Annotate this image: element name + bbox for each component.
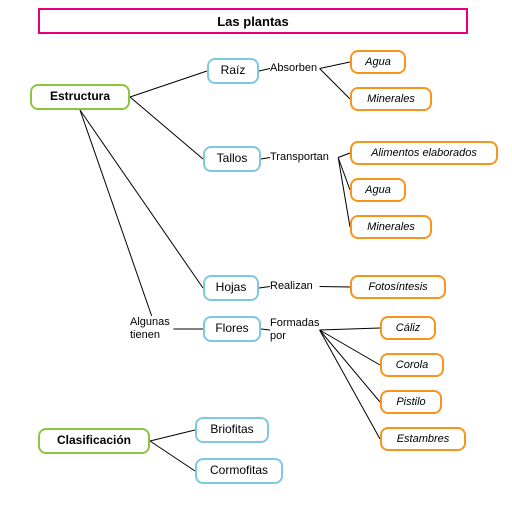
node-hojas: Hojas <box>203 275 259 301</box>
node-raiz: Raíz <box>207 58 259 84</box>
node-corola: Corola <box>380 353 444 377</box>
node-fotosintesis: Fotosíntesis <box>350 275 446 299</box>
edge <box>259 287 270 289</box>
node-agua1: Agua <box>350 50 406 74</box>
node-minerales2: Minerales <box>350 215 432 239</box>
edge <box>320 330 380 439</box>
label-transportan: Transportan <box>270 151 329 164</box>
node-agua2: Agua <box>350 178 406 202</box>
node-flores: Flores <box>203 316 261 342</box>
edge <box>338 153 350 158</box>
node-cormofitas: Cormofitas <box>195 458 283 484</box>
label-algunas: Algunastienen <box>130 316 170 342</box>
edge <box>150 441 195 471</box>
edge <box>338 158 350 228</box>
edge <box>130 97 203 159</box>
node-caliz: Cáliz <box>380 316 436 340</box>
label-formadas: Formadaspor <box>270 317 320 343</box>
edge <box>338 158 350 191</box>
node-minerales1: Minerales <box>350 87 432 111</box>
edge <box>320 287 350 288</box>
edge <box>259 69 270 72</box>
node-tallos: Tallos <box>203 146 261 172</box>
node-briofitas: Briofitas <box>195 417 269 443</box>
node-alimentos: Alimentos elaborados <box>350 141 498 165</box>
edge <box>80 110 152 316</box>
edge <box>320 330 380 365</box>
edge <box>320 62 350 69</box>
node-clasificacion: Clasificación <box>38 428 150 454</box>
node-pistilo: Pistilo <box>380 390 442 414</box>
edge <box>320 69 350 100</box>
node-estambres: Estambres <box>380 427 466 451</box>
edge <box>320 330 380 402</box>
diagram-title: Las plantas <box>38 8 468 34</box>
edge <box>130 71 207 97</box>
edge <box>150 430 195 441</box>
edge <box>261 329 270 330</box>
label-absorben: Absorben <box>270 62 317 75</box>
edge <box>320 328 380 330</box>
edge <box>80 110 203 288</box>
edge <box>261 158 270 160</box>
node-estructura: Estructura <box>30 84 130 110</box>
label-realizan: Realizan <box>270 280 313 293</box>
